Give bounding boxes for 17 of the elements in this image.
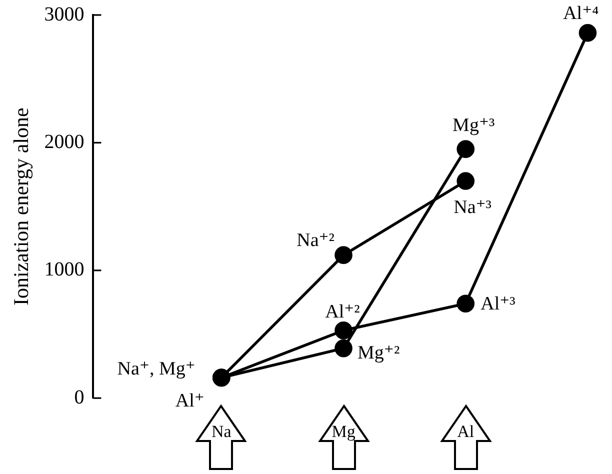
annotation: Mg⁺³ bbox=[452, 115, 495, 136]
y-axis-title: Ionization energy alone bbox=[9, 108, 34, 306]
y-tick-label: 2000 bbox=[44, 130, 84, 153]
y-tick-label: 0 bbox=[74, 386, 84, 408]
y-tick-label: 3000 bbox=[44, 3, 84, 26]
x-tick-label: Al bbox=[457, 422, 474, 441]
annotation: Na⁺, Mg⁺ bbox=[117, 358, 196, 380]
annotation: Mg⁺² bbox=[358, 342, 400, 364]
annotation: Na⁺³ bbox=[454, 196, 492, 218]
annotation: Al⁺³ bbox=[480, 294, 516, 315]
annotation: Na⁺² bbox=[296, 230, 335, 252]
annotation: Al⁺² bbox=[325, 301, 360, 322]
annotation: Al⁺⁴ bbox=[563, 2, 600, 24]
x-tick-label: Na bbox=[211, 422, 232, 441]
x-tick-label: Mg bbox=[332, 422, 356, 441]
y-tick-label: 1000 bbox=[44, 258, 84, 281]
annotation: Al⁺ bbox=[175, 390, 204, 412]
